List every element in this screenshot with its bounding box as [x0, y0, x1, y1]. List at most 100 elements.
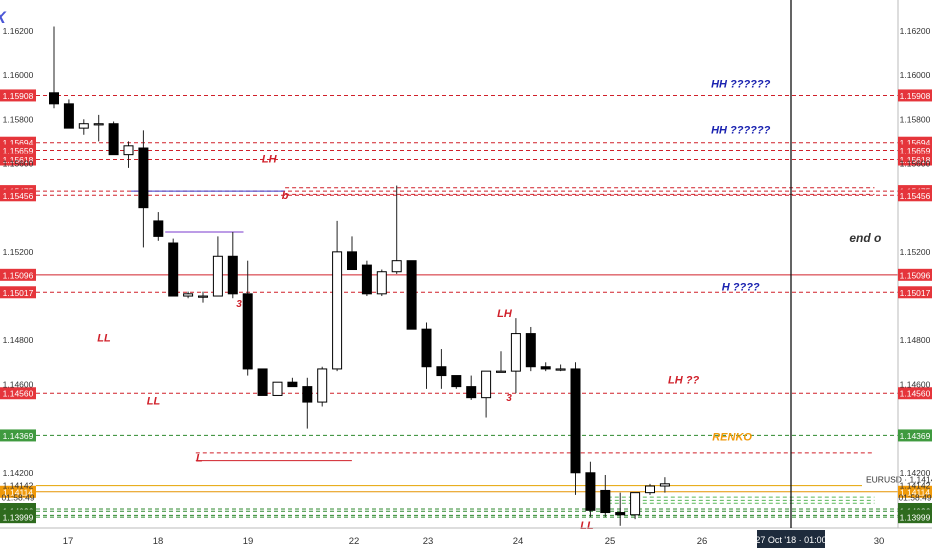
- price-tag-left-text: 1.14114: [3, 487, 33, 497]
- price-tag-left: [0, 144, 36, 157]
- candle-body-down: [168, 242, 179, 297]
- y-tick-left: 1.14200: [3, 468, 34, 478]
- candle-body-down: [347, 251, 357, 271]
- y-tick-right: 1.14600: [900, 379, 931, 389]
- candle-body-down: [600, 489, 611, 514]
- crosshair-time-label: 27 Oct '18 · 01:00: [755, 535, 826, 545]
- candle: [183, 291, 194, 299]
- price-tag-left: [0, 511, 36, 524]
- price-tag-right: [898, 89, 932, 102]
- price-tag-left-text: 1.15659: [3, 146, 34, 156]
- current-price-right: 1.14142: [900, 481, 931, 491]
- annotation-label: X: [0, 8, 7, 27]
- candle: [436, 349, 447, 389]
- candle-body-up: [659, 483, 670, 487]
- x-tick: 22: [349, 536, 360, 547]
- candle: [615, 492, 626, 526]
- candle: [317, 366, 328, 407]
- y-tick-right: 1.14800: [900, 335, 931, 345]
- price-tag-left-text: 1.14560: [3, 389, 34, 399]
- candle: [570, 362, 581, 495]
- candle: [212, 236, 223, 297]
- candle: [332, 220, 343, 372]
- candle: [78, 119, 89, 135]
- price-tag-right-text: 1.15096: [900, 270, 931, 280]
- price-tag-right-text: 1.15618: [900, 155, 931, 165]
- price-tag-left: [0, 153, 36, 166]
- x-tick: 23: [423, 536, 434, 547]
- candle: [555, 364, 566, 372]
- candle: [49, 26, 59, 109]
- candle-body-down: [108, 123, 119, 156]
- right-price-axis: 1.159081.156941.156591.156181.154751.154…: [898, 26, 932, 524]
- price-tag-left-text: 1.14369: [3, 431, 34, 441]
- candle: [406, 260, 417, 330]
- candle-body-up: [123, 145, 134, 156]
- candle: [659, 477, 670, 493]
- x-tick: 26: [697, 536, 708, 547]
- candle: [481, 370, 492, 418]
- candle-body-down: [302, 386, 313, 403]
- candle: [645, 483, 655, 495]
- price-tag-right-text: 1.15694: [900, 138, 931, 148]
- candle: [376, 269, 387, 297]
- x-tick: 19: [243, 536, 254, 547]
- price-tag-left: [0, 286, 36, 299]
- candle: [93, 114, 104, 142]
- candle-body-down: [287, 381, 298, 388]
- candle-body-up: [555, 368, 566, 371]
- annotation-label: LL: [97, 332, 111, 344]
- annotation-label: end o: [849, 231, 881, 245]
- candle-body-down: [63, 103, 74, 129]
- candle: [361, 260, 372, 297]
- candle-body-down: [570, 368, 581, 474]
- price-tag-left-text: 1.15456: [3, 191, 34, 201]
- candle: [540, 362, 551, 372]
- price-tag-right-text: 1.14560: [900, 389, 931, 399]
- price-tag-right-text: 1.15659: [900, 146, 931, 156]
- annotations: XHH ??????HH ??????H ????end oLHb3LLLLLL…: [0, 8, 932, 532]
- annotation-label: H ????: [722, 282, 760, 294]
- candle: [496, 351, 506, 373]
- price-tag-left: [0, 387, 36, 400]
- price-tag-right-text: 1.14114: [900, 487, 930, 497]
- candle: [421, 322, 432, 389]
- candle-body-up: [510, 333, 521, 372]
- price-tag-left-text: 1.15908: [3, 91, 34, 101]
- price-tag-right: [898, 387, 932, 400]
- candle-body-up: [376, 271, 387, 295]
- price-tag-right: [898, 189, 932, 202]
- price-tag-right: [898, 144, 932, 157]
- candle: [108, 121, 119, 156]
- annotation-label: L: [196, 453, 203, 465]
- candle-body-down: [421, 328, 432, 368]
- candle-body-down: [540, 366, 551, 370]
- price-tag-right: [898, 429, 932, 442]
- candle-body-down: [615, 512, 626, 516]
- annotation-label: LH ??: [668, 374, 699, 386]
- countdown-right: 01:58:49: [898, 493, 931, 503]
- candle: [272, 381, 283, 396]
- price-tag-right: [898, 286, 932, 299]
- candle: [138, 130, 149, 248]
- price-tag-left-text: 1.15017: [3, 288, 34, 298]
- crosshair-time-box: [757, 530, 825, 548]
- candle-body-down: [466, 386, 477, 399]
- y-tick-right: 1.16200: [900, 26, 931, 36]
- candle-body-down: [242, 293, 253, 370]
- y-tick-left: 1.15600: [3, 158, 34, 168]
- price-tag-right-text: 1.13999: [900, 513, 931, 523]
- candle: [466, 375, 477, 400]
- x-axis-band: [0, 529, 932, 550]
- current-price-left: 1.14142: [3, 481, 34, 491]
- candle: [302, 377, 313, 429]
- candle: [600, 474, 611, 517]
- price-tag-left-text: 1.13999: [3, 513, 34, 523]
- level-lines: [36, 94, 898, 518]
- candle: [287, 377, 298, 388]
- annotation-label: LH: [497, 308, 513, 320]
- price-tag-left-text: 1.15694: [3, 138, 34, 148]
- candle: [451, 375, 462, 389]
